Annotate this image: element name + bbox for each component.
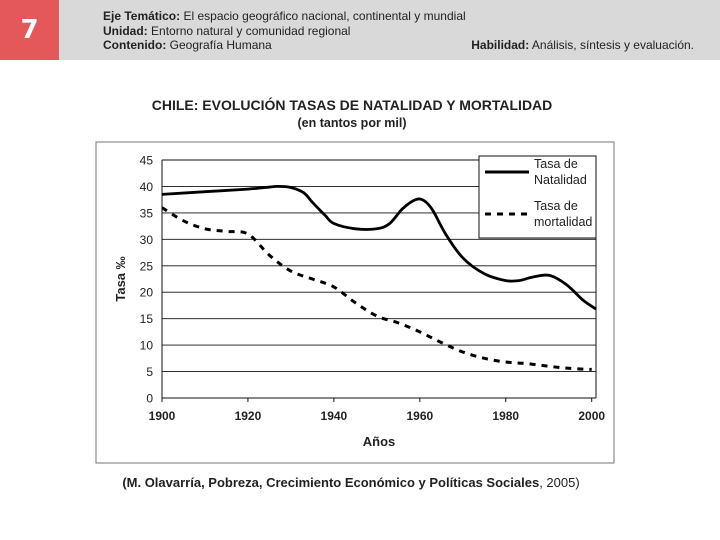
axes	[161, 160, 597, 402]
contenido-line: Contenido: Geografía Humana	[103, 38, 272, 53]
y-axis-title: Tasa ‰	[113, 256, 128, 301]
y-tick-label: 15	[140, 312, 154, 326]
y-tick-label: 45	[140, 154, 154, 168]
source-note: (M. Olavarría, Pobreza, Crecimiento Econ…	[122, 475, 579, 490]
series-lines	[161, 185, 597, 371]
y-tick-label: 20	[140, 286, 154, 300]
unidad-line: Unidad: Entorno natural y comunidad regi…	[103, 24, 350, 39]
x-axis-title: Años	[363, 434, 396, 449]
eje-tematico-label: Eje Temático:	[103, 9, 181, 23]
x-tick-label: 1960	[406, 409, 433, 423]
y-tick-label: 30	[140, 233, 154, 247]
slide-number-badge: 7	[0, 0, 59, 60]
tick-labels: 0 5 10 15 20 25 30 35 40 45 1900 1920 1940 1960 1980 20…	[140, 154, 606, 424]
y-tick-label: 40	[140, 180, 154, 194]
mortality-series-line	[161, 206, 592, 371]
legend-label: Tasa de	[534, 157, 578, 171]
y-tick-label: 10	[140, 339, 154, 353]
eje-tematico-value: El espacio geográfico nacional, continen…	[183, 9, 466, 23]
y-tick-label: 0	[146, 392, 153, 406]
header-bar: 7 Eje Temático: El espacio geográfico na…	[0, 0, 720, 60]
habilidad-label: Habilidad:	[471, 38, 530, 52]
legend: Tasa de Natalidad Tasa de mortalidad	[478, 155, 597, 239]
x-tick-label: 1980	[492, 409, 519, 423]
source-note-part: (M. Olavarría, Pobreza, Crecimiento Econ…	[122, 475, 539, 490]
x-tick-label: 1900	[149, 409, 176, 423]
x-tick-label: 2000	[578, 409, 605, 423]
y-tick-label: 25	[140, 259, 154, 273]
y-tick-label: 5	[146, 365, 153, 379]
legend-label: Tasa de	[534, 199, 578, 213]
contenido-value: Geografía Humana	[169, 38, 272, 52]
legend-box	[478, 155, 597, 239]
eje-tematico-line: Eje Temático: El espacio geográfico naci…	[103, 9, 466, 24]
contenido-label: Contenido:	[103, 38, 167, 52]
natality-series-line	[161, 185, 597, 311]
habilidad-value: Análisis, síntesis y evaluación.	[531, 38, 694, 52]
chart-subtitle: (en tantos por mil)	[297, 116, 406, 130]
unidad-label: Unidad:	[103, 24, 148, 38]
unidad-value: Entorno natural y comunidad regional	[151, 24, 351, 38]
x-tick-label: 1920	[235, 409, 262, 423]
x-tick-label: 1940	[321, 409, 348, 423]
chart-title: CHILE: EVOLUCIÓN TASAS DE NATALIDAD Y MO…	[152, 96, 553, 113]
legend-label: mortalidad	[534, 215, 592, 229]
legend-label: Natalidad	[534, 173, 587, 187]
habilidad-line: Habilidad: Análisis, síntesis y evaluaci…	[471, 38, 694, 53]
source-note-part: , 2005)	[539, 475, 579, 490]
y-tick-label: 35	[140, 206, 154, 220]
